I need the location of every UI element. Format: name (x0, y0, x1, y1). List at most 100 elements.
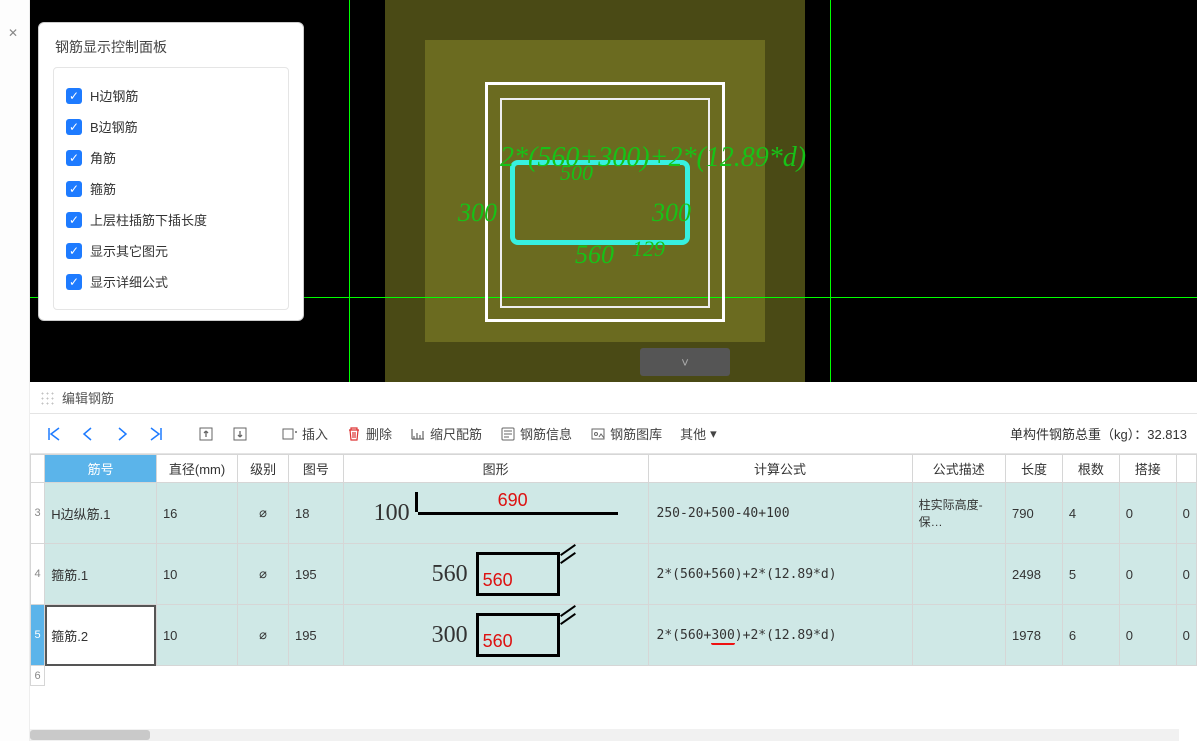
cell-dia[interactable]: 10 (156, 544, 237, 605)
drag-handle-icon[interactable] (40, 391, 54, 405)
cell-code[interactable]: 195 (288, 544, 343, 605)
table-row[interactable]: 5 箍筋.2 10 ⌀ 195 300 560 2*(560+300)+2*(1… (31, 605, 1197, 666)
f-a: 2*(560+ (657, 628, 712, 643)
cell-formula[interactable]: 250-20+500-40+100 (648, 483, 912, 544)
cell-len[interactable]: 1978 (1006, 605, 1063, 666)
cell-shape[interactable]: 560 560 (343, 544, 648, 605)
checkbox-icon[interactable] (66, 150, 82, 166)
cell-formula[interactable]: 2*(560+560)+2*(12.89*d) (648, 544, 912, 605)
viewport-dim-bottom: 560 (575, 240, 614, 270)
info-button[interactable]: 钢筋信息 (494, 420, 578, 447)
cell-grade[interactable]: ⌀ (238, 605, 289, 666)
cell-dia[interactable]: 10 (156, 605, 237, 666)
col-grade[interactable]: 级别 (238, 455, 289, 483)
cell-grade[interactable]: ⌀ (238, 544, 289, 605)
checkbox-icon[interactable] (66, 212, 82, 228)
diag-icon (547, 549, 571, 573)
panel-item-corner[interactable]: 角筋 (64, 142, 278, 173)
cell-desc[interactable] (912, 544, 1005, 605)
panel-item-formula[interactable]: 显示详细公式 (64, 266, 278, 297)
scale-button[interactable]: 缩尺配筋 (404, 420, 488, 447)
cell-formula[interactable]: 2*(560+300)+2*(12.89*d) (648, 605, 912, 666)
panel-item-label: 显示详细公式 (90, 272, 168, 291)
row-idx: 5 (31, 605, 45, 666)
cell-tail[interactable]: 0 (1176, 605, 1196, 666)
col-code[interactable]: 图号 (288, 455, 343, 483)
toolbar: 插入 删除 缩尺配筋 钢筋信息 钢筋图库 其他 ▾ 单构件钢筋总重（kg）：32… (30, 414, 1197, 454)
cell-name[interactable]: H边纵筋.1 (45, 483, 157, 544)
shape-dim-left: 560 (432, 561, 468, 588)
chevron-down-icon[interactable]: ˅ (640, 348, 730, 376)
col-lap[interactable]: 搭接 (1119, 455, 1176, 483)
table-row[interactable]: 6 (31, 666, 1197, 686)
panel-body: H边钢筋 B边钢筋 角筋 箍筋 上层柱插筋下插长度 显示其它图元 显示详细公式 (53, 67, 289, 310)
cell-desc[interactable] (912, 605, 1005, 666)
cell-n[interactable]: 4 (1062, 483, 1119, 544)
cell-lap[interactable]: 0 (1119, 483, 1176, 544)
panel-item-upper[interactable]: 上层柱插筋下插长度 (64, 204, 278, 235)
checkbox-icon[interactable] (66, 274, 82, 290)
cell-dia[interactable]: 16 (156, 483, 237, 544)
insert-button[interactable]: 插入 (276, 420, 334, 447)
other-button[interactable]: 其他 ▾ (674, 420, 723, 447)
export-down-icon[interactable] (226, 422, 254, 446)
panel-item-h[interactable]: H边钢筋 (64, 80, 278, 111)
col-name[interactable]: 筋号 (45, 455, 157, 483)
rebar-display-panel[interactable]: 钢筋显示控制面板 H边钢筋 B边钢筋 角筋 箍筋 上层柱插筋下插长度 显示其它图… (38, 22, 304, 321)
cell-len[interactable]: 790 (1006, 483, 1063, 544)
cell-code[interactable]: 18 (288, 483, 343, 544)
scrollbar-thumb[interactable] (30, 730, 150, 740)
viewport-dim-bottom2: 129 (632, 236, 665, 262)
col-dia[interactable]: 直径(mm) (156, 455, 237, 483)
total-label: 单构件钢筋总重（kg）： (1010, 427, 1147, 442)
close-icon[interactable]: ✕ (8, 26, 18, 40)
section-header: 编辑钢筋 (30, 382, 1197, 414)
viewport-dim-right: 300 (652, 198, 691, 228)
rebar-table[interactable]: 筋号 直径(mm) 级别 图号 图形 计算公式 公式描述 长度 根数 搭接 3 … (30, 454, 1197, 729)
col-shape[interactable]: 图形 (343, 455, 648, 483)
table-header-row: 筋号 直径(mm) 级别 图号 图形 计算公式 公式描述 长度 根数 搭接 (31, 455, 1197, 483)
nav-prev-icon[interactable] (74, 422, 102, 446)
checkbox-icon[interactable] (66, 88, 82, 104)
cell-grade[interactable]: ⌀ (238, 483, 289, 544)
cell-len[interactable]: 2498 (1006, 544, 1063, 605)
delete-button[interactable]: 删除 (340, 420, 398, 447)
cell-lap[interactable]: 0 (1119, 544, 1176, 605)
panel-item-other[interactable]: 显示其它图元 (64, 235, 278, 266)
checkbox-icon[interactable] (66, 181, 82, 197)
cell-lap[interactable]: 0 (1119, 605, 1176, 666)
panel-item-stirrup[interactable]: 箍筋 (64, 173, 278, 204)
cell-desc[interactable]: 柱实际高度-保… (912, 483, 1005, 544)
cell-shape[interactable]: 100 690 (343, 483, 648, 544)
panel-item-b[interactable]: B边钢筋 (64, 111, 278, 142)
nav-first-icon[interactable] (40, 422, 68, 446)
cell-tail[interactable]: 0 (1176, 483, 1196, 544)
cell-tail[interactable]: 0 (1176, 544, 1196, 605)
cell-code[interactable]: 195 (288, 605, 343, 666)
viewport-dim-left: 300 (458, 198, 497, 228)
cell-name[interactable]: 箍筋.1 (45, 544, 157, 605)
panel-item-label: H边钢筋 (90, 86, 138, 105)
cell-n[interactable]: 6 (1062, 605, 1119, 666)
col-len[interactable]: 长度 (1006, 455, 1063, 483)
cell-n[interactable]: 5 (1062, 544, 1119, 605)
col-n[interactable]: 根数 (1062, 455, 1119, 483)
shape-dim-left: 100 (374, 500, 410, 527)
checkbox-icon[interactable] (66, 243, 82, 259)
library-button[interactable]: 钢筋图库 (584, 420, 668, 447)
col-desc[interactable]: 公式描述 (912, 455, 1005, 483)
shape-dim-right: 560 (483, 570, 513, 591)
shape-box-icon: 560 (476, 552, 560, 596)
cell-shape[interactable]: 300 560 (343, 605, 648, 666)
table-row[interactable]: 3 H边纵筋.1 16 ⌀ 18 100 690 250-20+500-40+1… (31, 483, 1197, 544)
nav-last-icon[interactable] (142, 422, 170, 446)
table-row[interactable]: 4 箍筋.1 10 ⌀ 195 560 560 2*(560+560)+2*(1… (31, 544, 1197, 605)
row-idx: 6 (31, 666, 45, 686)
nav-next-icon[interactable] (108, 422, 136, 446)
checkbox-icon[interactable] (66, 119, 82, 135)
cell-name[interactable]: 箍筋.2 (45, 605, 157, 666)
row-idx: 3 (31, 483, 45, 544)
export-up-icon[interactable] (192, 422, 220, 446)
col-formula[interactable]: 计算公式 (648, 455, 912, 483)
horizontal-scrollbar[interactable] (30, 729, 1179, 741)
